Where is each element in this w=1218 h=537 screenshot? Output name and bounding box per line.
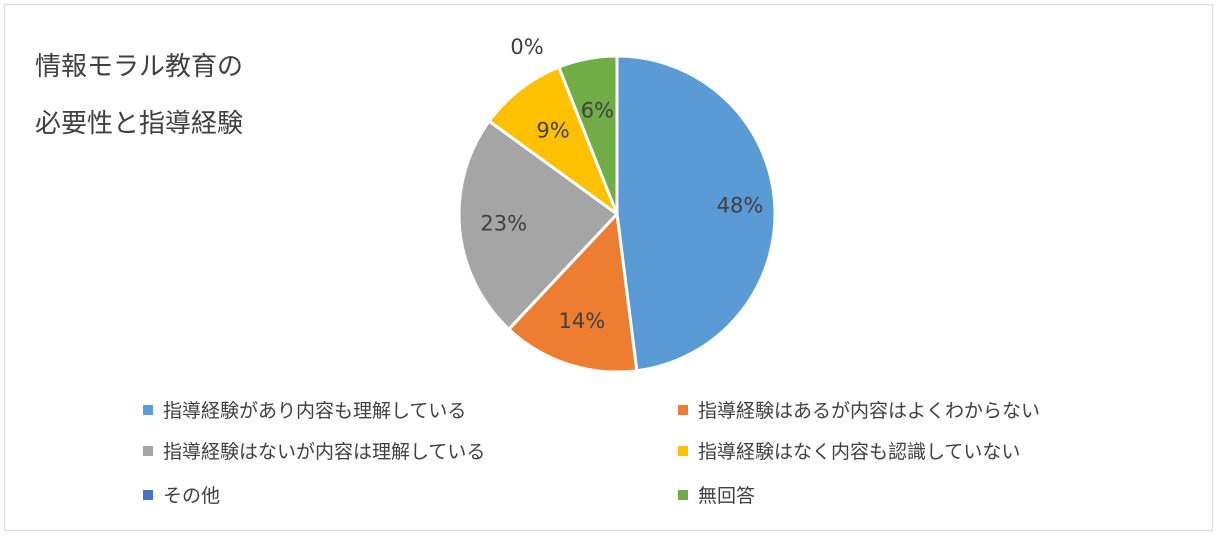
slice-data-label-1: 14% [559, 309, 606, 333]
legend-item-2: 指導経験はないが内容は理解している [143, 437, 485, 464]
legend-label-5: 無回答 [698, 485, 756, 507]
pie-slice-2 [457, 119, 619, 331]
legend-label-3: 指導経験はなく内容も認識していない [698, 441, 1021, 463]
legend-label-2: 指導経験はないが内容は理解している [163, 441, 486, 463]
pie-chart: 48% 14% 23% 9% 0% 6% [457, 35, 777, 374]
slice-data-label-4: 0% [510, 35, 543, 59]
legend-label-0: 指導経験があり内容も理解している [163, 400, 467, 422]
legend-item-3: 指導経験はなく内容も認識していない [678, 437, 1020, 464]
legend-swatch-0 [143, 404, 153, 415]
legend-label-4: その他 [163, 485, 221, 507]
legend-swatch-2 [143, 445, 153, 456]
legend-swatch-3 [678, 445, 688, 456]
legend-label-1: 指導経験はあるが内容はよくわからない [698, 400, 1041, 422]
pie-slice-5 [557, 54, 619, 216]
legend-swatch-5 [678, 489, 688, 500]
pie-slice-1 [507, 212, 639, 374]
chart-area: 情報モラル教育の 必要性と指導経験 48% 14% 23% 9% 0% 6% 指導経験があ… [4, 4, 1213, 531]
chart-title-line-1: 情報モラル教育の [35, 52, 244, 82]
pie-slice-0 [615, 54, 777, 373]
legend-item-5: 無回答 [678, 481, 755, 508]
legend-item-1: 指導経験はあるが内容はよくわからない [678, 396, 1040, 423]
slice-data-label-2: 23% [480, 212, 527, 236]
legend-swatch-1 [678, 404, 688, 415]
slice-data-label-0: 48% [717, 193, 764, 217]
chart-title-line-2: 必要性と指導経験 [35, 109, 244, 139]
legend-item-0: 指導経験があり内容も理解している [143, 396, 466, 423]
slice-data-label-3: 9% [536, 119, 569, 143]
pie-slice-3 [487, 65, 619, 216]
legend-item-4: その他 [143, 481, 220, 508]
legend-swatch-4 [143, 489, 153, 500]
slice-data-label-5: 6% [581, 99, 614, 123]
